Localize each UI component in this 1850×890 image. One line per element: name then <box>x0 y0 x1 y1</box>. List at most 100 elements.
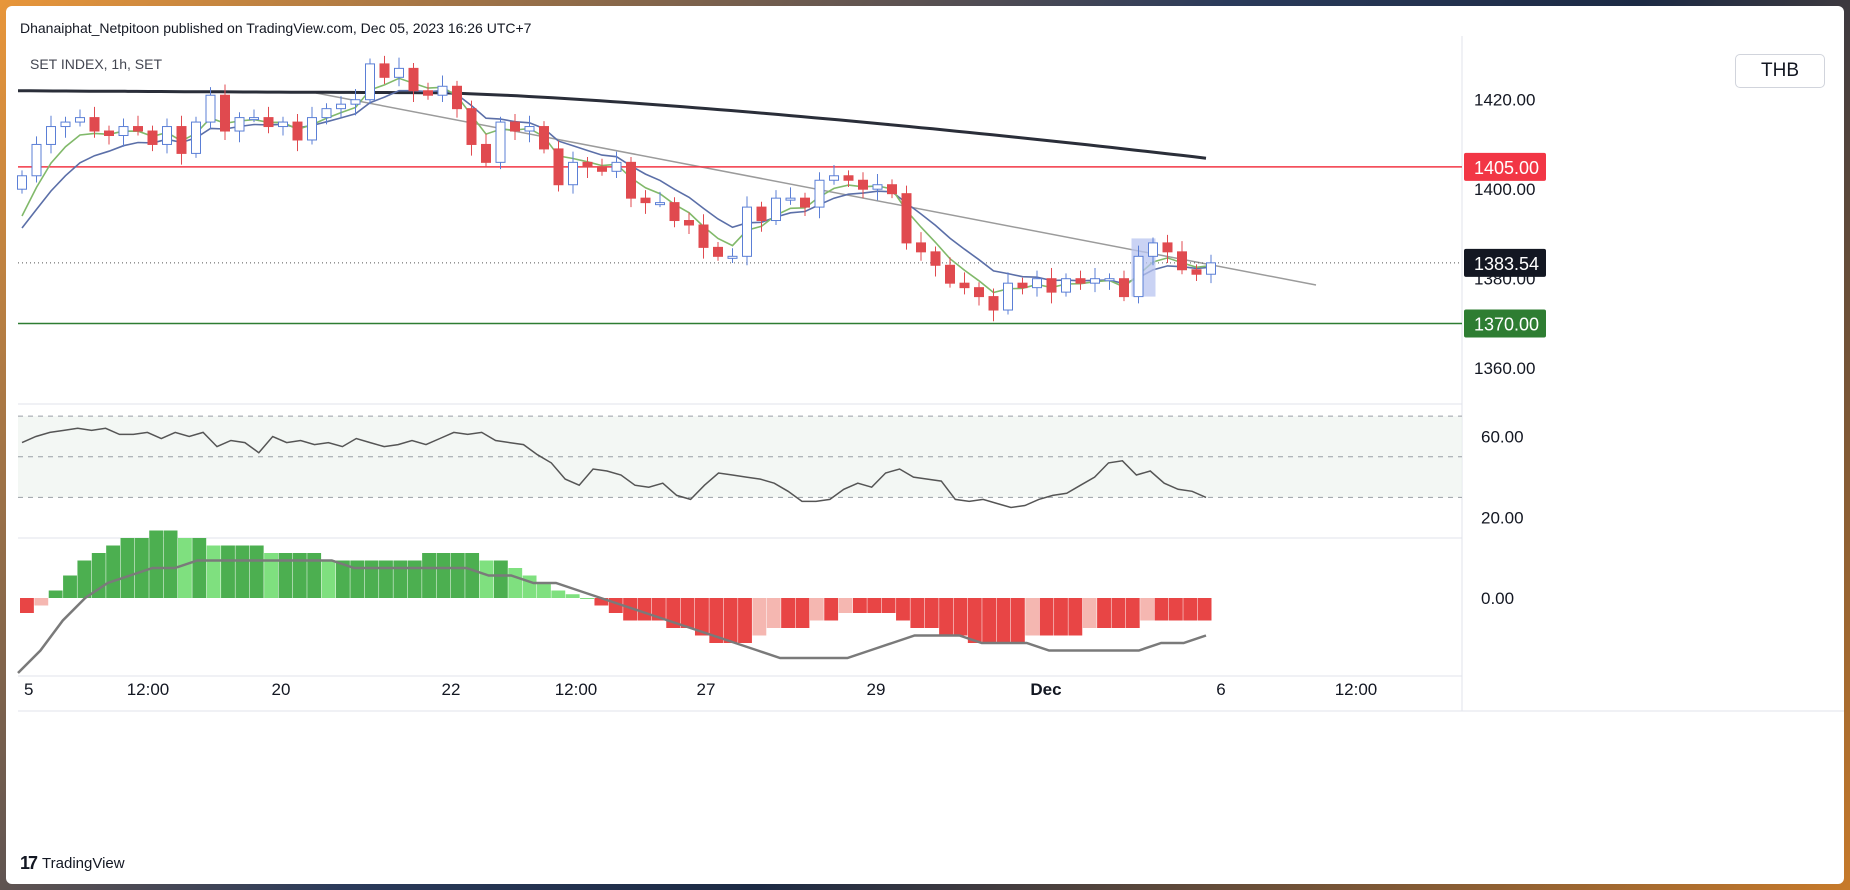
macd-histogram-bar <box>307 553 322 598</box>
macd-histogram-bar <box>1183 598 1198 621</box>
macd-histogram-bar <box>393 560 408 598</box>
candle <box>133 126 143 132</box>
candle <box>1191 269 1202 275</box>
candle <box>930 251 941 266</box>
macd-histogram-bar <box>235 545 250 598</box>
macd-histogram-bar <box>766 598 781 628</box>
candle <box>336 103 346 110</box>
macd-histogram-bar <box>795 598 810 628</box>
candle <box>814 179 825 208</box>
macd-histogram-bar <box>493 560 508 598</box>
macd-histogram-bar <box>77 560 92 598</box>
chart-frame: Dhanaiphat_Netpitoon published on Tradin… <box>6 6 1844 884</box>
macd-histogram-bar <box>738 598 752 643</box>
macd-histogram-bar <box>982 598 997 643</box>
candle <box>742 206 752 257</box>
time-tick-label: 5 <box>24 680 33 699</box>
macd-histogram-bar <box>924 598 939 628</box>
macd-histogram-bar <box>163 530 178 598</box>
macd-histogram-bar <box>1140 598 1155 621</box>
macd-histogram-bar <box>694 598 709 636</box>
moving-average-long <box>18 89 1207 160</box>
macd-histogram-bar <box>48 590 63 598</box>
currency-button[interactable]: THB <box>1735 54 1825 88</box>
macd-histogram-bar <box>1025 598 1040 636</box>
candle <box>1104 278 1115 282</box>
rsi-tick-label: 60.00 <box>1481 427 1524 446</box>
candle <box>1003 282 1013 311</box>
candle <box>104 130 114 137</box>
candle <box>350 99 361 105</box>
tradingview-logo-icon: 17 <box>20 853 38 873</box>
macd-histogram-bar <box>852 598 867 613</box>
macd-histogram-bar <box>1168 598 1183 621</box>
candle <box>89 117 100 132</box>
macd-histogram-bar <box>723 598 738 643</box>
candle <box>539 126 549 150</box>
candle <box>278 121 288 128</box>
macd-histogram-bar <box>637 598 652 621</box>
candle <box>1061 278 1071 293</box>
macd-histogram-bar <box>781 598 796 628</box>
macd-histogram-bar <box>1010 598 1025 643</box>
candle <box>887 184 897 195</box>
candle <box>669 202 680 222</box>
macd-histogram-bar <box>594 598 609 606</box>
macd-histogram-bar <box>1197 598 1212 621</box>
candle <box>481 143 491 163</box>
macd-histogram-bar <box>1082 598 1097 628</box>
candle <box>1133 255 1144 298</box>
moving-average-mid <box>21 89 1212 285</box>
candle <box>1148 242 1158 257</box>
macd-histogram-bar <box>479 560 494 598</box>
candle <box>800 197 810 208</box>
macd-histogram-bar <box>881 598 896 613</box>
rsi-tick-label: 20.00 <box>1481 509 1524 528</box>
macd-histogram-bar <box>63 575 77 598</box>
symbol-label[interactable]: SET INDEX, 1h, SET <box>30 56 163 72</box>
candle <box>118 126 129 137</box>
time-tick-label: Dec <box>1030 680 1061 699</box>
candle <box>1119 278 1129 298</box>
macd-histogram-bar <box>120 538 135 598</box>
macd-histogram-bar <box>278 553 293 598</box>
candle <box>640 197 651 204</box>
candle <box>423 90 433 96</box>
macd-histogram-bar <box>680 598 695 628</box>
chart-canvas[interactable]: 1420.001400.001380.001360.001405.001383.… <box>6 6 1844 884</box>
candle <box>495 121 506 163</box>
macd-histogram-bar <box>192 538 207 598</box>
resistance-price-label: 1405.00 <box>1474 158 1539 178</box>
candle <box>1177 251 1187 271</box>
last-price-tag <box>1464 248 1546 277</box>
macd-histogram-bar <box>407 560 422 598</box>
candle <box>988 296 999 311</box>
time-tick-label: 12:00 <box>1335 680 1378 699</box>
candle <box>205 94 216 123</box>
macd-histogram-bar <box>177 538 192 598</box>
candle <box>771 197 781 222</box>
macd-histogram-bar <box>436 553 451 598</box>
candle <box>234 117 245 132</box>
candle <box>1017 282 1028 289</box>
candle <box>901 193 912 244</box>
candle <box>292 121 303 141</box>
candle <box>698 224 709 248</box>
candle <box>307 117 317 141</box>
candle <box>959 282 970 289</box>
candle <box>408 67 419 92</box>
candle <box>379 63 390 78</box>
macd-histogram-bar <box>752 598 767 636</box>
macd-tick-label: 0.00 <box>1481 589 1514 608</box>
candle <box>1090 278 1100 284</box>
macd-histogram-bar <box>1125 598 1140 628</box>
candle <box>394 67 404 78</box>
macd-histogram-bar <box>910 598 925 628</box>
candle <box>31 143 42 177</box>
time-tick-label: 12:00 <box>127 680 170 699</box>
moving-average-short <box>21 77 1212 294</box>
candle <box>437 85 448 96</box>
tradingview-footer[interactable]: 17 TradingView <box>20 853 125 874</box>
candle <box>713 246 723 257</box>
macd-histogram-bar <box>809 598 824 621</box>
